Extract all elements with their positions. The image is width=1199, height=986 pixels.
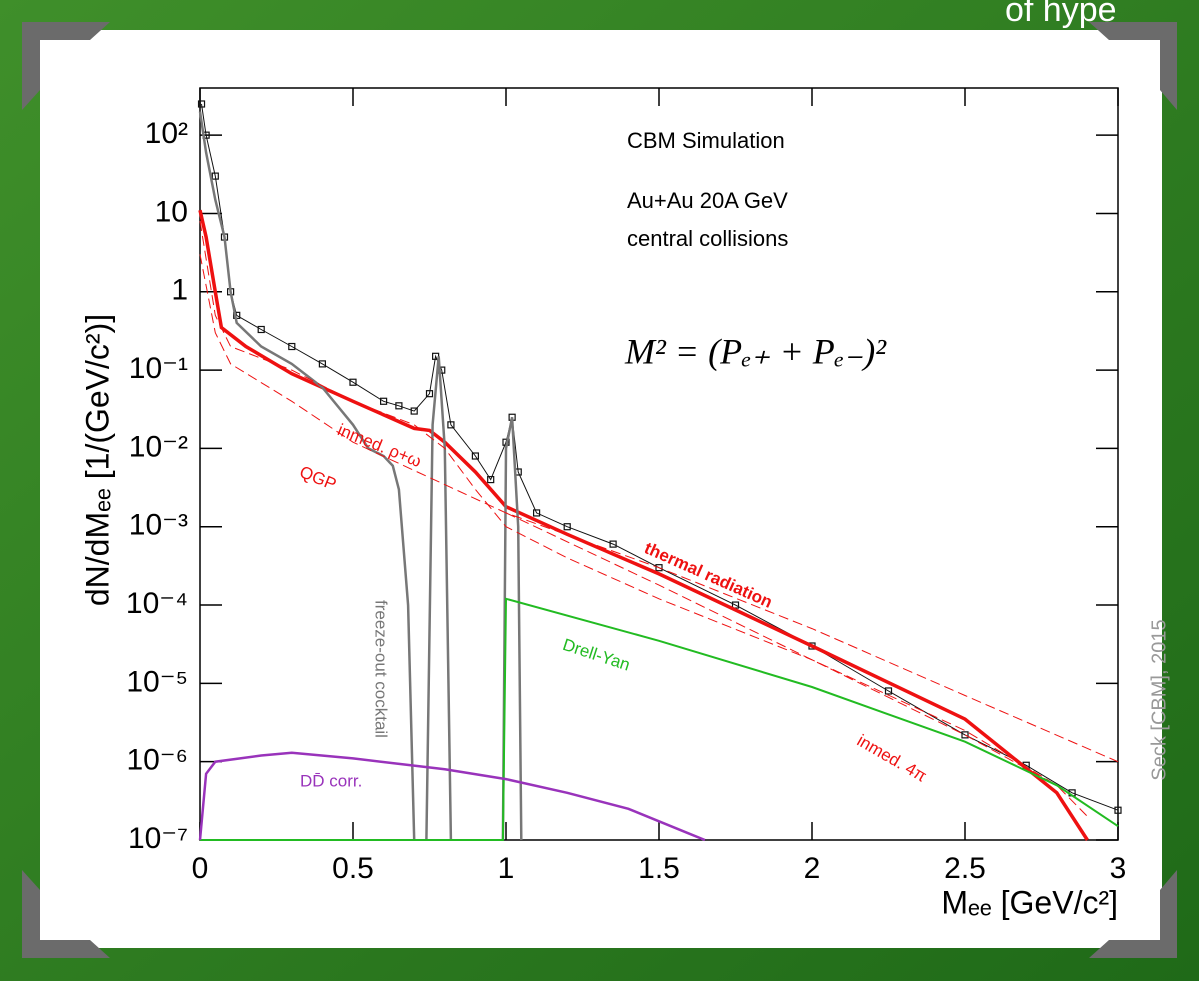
- annotation: central collisions: [627, 226, 788, 251]
- data-point: [349, 378, 357, 386]
- data-point: [318, 360, 326, 368]
- annotation: Au+Au 20A GeV: [627, 188, 788, 213]
- x-tick-label: 0.5: [332, 852, 374, 885]
- y-tick-label: 10: [155, 195, 188, 228]
- y-tick-label: 10²: [145, 117, 188, 150]
- data-point: [471, 452, 479, 460]
- series-line: [200, 597, 1119, 841]
- data-point: [884, 687, 893, 695]
- x-tick-label: 2.5: [944, 852, 986, 885]
- data-point: [410, 407, 418, 415]
- corner: [1089, 22, 1177, 110]
- data-point: [380, 397, 388, 405]
- x-tick-label: 1.5: [638, 852, 680, 885]
- x-tick-label: 0: [192, 852, 209, 885]
- series-label: DD̄ corr.: [300, 771, 362, 790]
- credit: Seck [CBM], 2015: [1148, 619, 1170, 780]
- series-label: freeze-out cocktail: [372, 600, 391, 738]
- panel: [40, 30, 1162, 948]
- data-point: [447, 421, 455, 429]
- data-point: [257, 325, 265, 334]
- data-point: [655, 564, 663, 572]
- corner: [22, 22, 110, 110]
- data-point: [532, 509, 541, 517]
- annotation: CBM Simulation: [627, 128, 785, 153]
- y-tick-label: 10⁻⁵: [126, 665, 188, 698]
- data-point: [395, 402, 403, 410]
- data-point: [487, 475, 495, 484]
- x-tick-label: 3: [1110, 852, 1127, 885]
- corner: [22, 870, 110, 958]
- series-line: [199, 254, 1119, 763]
- data-point: [961, 731, 969, 739]
- y-tick-label: 10⁻⁶: [126, 744, 188, 777]
- series-line: [199, 221, 1088, 817]
- series-line: [198, 751, 706, 842]
- y-tick-label: 1: [171, 274, 188, 307]
- y-tick-label: 10⁻²: [129, 430, 188, 463]
- series-line: [198, 209, 1089, 841]
- data-point: [563, 523, 571, 531]
- y-tick-label: 10⁻³: [129, 509, 188, 542]
- formula: M² = (Pₑ₊ + Pₑ₋)²: [624, 331, 887, 371]
- y-tick-label: 10⁻⁴: [126, 587, 188, 620]
- x-tick-label: 2: [804, 852, 821, 885]
- data-point: [288, 342, 296, 351]
- y-axis-label: dN/dMₑₑ [1/(GeV/c²)]: [79, 314, 115, 606]
- data-point: [1114, 806, 1122, 814]
- corner: [1089, 870, 1177, 958]
- series-line: [198, 111, 523, 841]
- x-tick-label: 1: [498, 852, 515, 885]
- data-point: [609, 540, 617, 548]
- y-tick-label: 10⁻¹: [129, 352, 188, 385]
- y-tick-label: 10⁻⁷: [128, 822, 188, 855]
- series-line: [505, 512, 1119, 827]
- x-axis-label: Mₑₑ [GeV/c²]: [941, 884, 1118, 920]
